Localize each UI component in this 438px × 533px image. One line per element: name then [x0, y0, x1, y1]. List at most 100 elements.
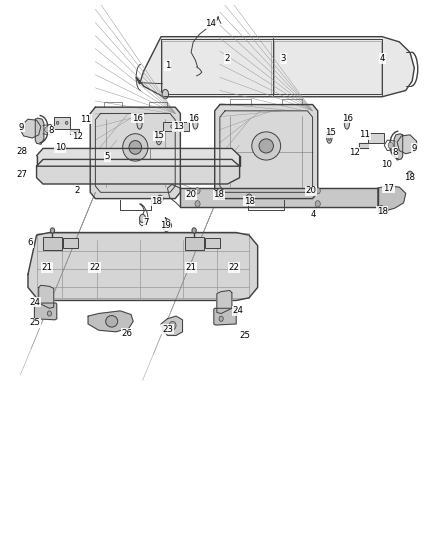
Polygon shape: [397, 135, 417, 154]
Text: 24: 24: [233, 306, 244, 316]
Ellipse shape: [378, 206, 384, 213]
Text: 18: 18: [405, 173, 416, 182]
Text: 1: 1: [165, 61, 170, 70]
Text: 9: 9: [19, 123, 24, 132]
Ellipse shape: [344, 118, 350, 129]
Ellipse shape: [156, 132, 162, 145]
Ellipse shape: [328, 133, 331, 141]
Ellipse shape: [192, 228, 196, 233]
Bar: [63, 238, 78, 248]
Text: 4: 4: [379, 54, 385, 63]
Ellipse shape: [193, 118, 198, 129]
Text: 12: 12: [72, 133, 83, 141]
Ellipse shape: [259, 139, 273, 153]
Ellipse shape: [157, 135, 160, 142]
Text: 9: 9: [412, 144, 417, 153]
Ellipse shape: [57, 122, 59, 124]
Ellipse shape: [217, 188, 223, 195]
Text: 19: 19: [160, 221, 171, 230]
Text: 10: 10: [381, 160, 392, 169]
Text: 25: 25: [239, 331, 250, 340]
Polygon shape: [214, 308, 236, 325]
Bar: [43, 237, 62, 250]
Bar: [368, 133, 384, 143]
Ellipse shape: [315, 188, 320, 194]
Bar: [36, 232, 249, 298]
Polygon shape: [35, 118, 44, 144]
Text: 25: 25: [29, 318, 40, 327]
Polygon shape: [39, 285, 54, 308]
Text: 22: 22: [229, 263, 240, 272]
Ellipse shape: [219, 316, 223, 321]
Polygon shape: [88, 311, 133, 332]
Text: 20: 20: [186, 190, 197, 199]
Polygon shape: [36, 159, 240, 184]
Ellipse shape: [248, 196, 251, 199]
Bar: [185, 237, 204, 250]
Text: 8: 8: [49, 126, 54, 135]
Ellipse shape: [315, 201, 320, 207]
Polygon shape: [90, 107, 180, 199]
Text: 6: 6: [28, 238, 33, 247]
Text: 24: 24: [29, 297, 40, 306]
Text: 8: 8: [392, 148, 398, 157]
Bar: [163, 123, 189, 131]
Polygon shape: [217, 290, 232, 313]
Text: 27: 27: [16, 170, 27, 179]
Ellipse shape: [123, 134, 148, 161]
Ellipse shape: [252, 132, 281, 160]
Text: 17: 17: [383, 184, 394, 192]
Ellipse shape: [129, 141, 141, 154]
Bar: [54, 117, 70, 128]
Ellipse shape: [45, 126, 50, 133]
Polygon shape: [136, 37, 414, 97]
Text: 15: 15: [325, 128, 336, 138]
Polygon shape: [394, 134, 403, 160]
Ellipse shape: [326, 131, 332, 143]
Ellipse shape: [195, 188, 200, 194]
Polygon shape: [215, 104, 318, 199]
Polygon shape: [35, 303, 57, 320]
Text: 16: 16: [132, 114, 143, 123]
Ellipse shape: [380, 207, 382, 211]
Text: 2: 2: [74, 186, 80, 195]
Ellipse shape: [166, 222, 170, 228]
Text: 18: 18: [213, 190, 225, 199]
Text: 7: 7: [143, 217, 149, 227]
Ellipse shape: [50, 228, 55, 233]
Polygon shape: [28, 232, 258, 301]
Ellipse shape: [106, 316, 118, 327]
Text: 10: 10: [55, 143, 66, 152]
Ellipse shape: [246, 194, 252, 201]
Text: 5: 5: [105, 152, 110, 161]
Text: 4: 4: [311, 210, 316, 219]
Polygon shape: [21, 119, 41, 138]
Text: 15: 15: [153, 132, 164, 140]
Ellipse shape: [65, 122, 68, 124]
Text: 16: 16: [342, 114, 353, 123]
Polygon shape: [161, 316, 183, 335]
Text: 2: 2: [225, 54, 230, 63]
Text: 26: 26: [121, 329, 132, 338]
Ellipse shape: [219, 190, 221, 193]
Text: 18: 18: [151, 197, 162, 206]
Text: 23: 23: [162, 325, 173, 334]
Ellipse shape: [159, 197, 162, 200]
Text: 28: 28: [16, 147, 27, 156]
Ellipse shape: [195, 201, 200, 207]
Text: 14: 14: [205, 19, 216, 28]
Polygon shape: [358, 143, 368, 149]
Ellipse shape: [388, 142, 393, 149]
Polygon shape: [180, 188, 378, 207]
Ellipse shape: [47, 311, 52, 316]
Polygon shape: [70, 128, 79, 134]
Polygon shape: [36, 149, 240, 166]
Text: 21: 21: [42, 263, 53, 272]
Text: 16: 16: [188, 114, 199, 123]
Text: 20: 20: [306, 186, 317, 195]
Text: 3: 3: [281, 54, 286, 63]
Text: 11: 11: [81, 115, 92, 124]
Text: 12: 12: [349, 148, 360, 157]
Ellipse shape: [171, 124, 181, 129]
Text: 22: 22: [89, 263, 100, 272]
